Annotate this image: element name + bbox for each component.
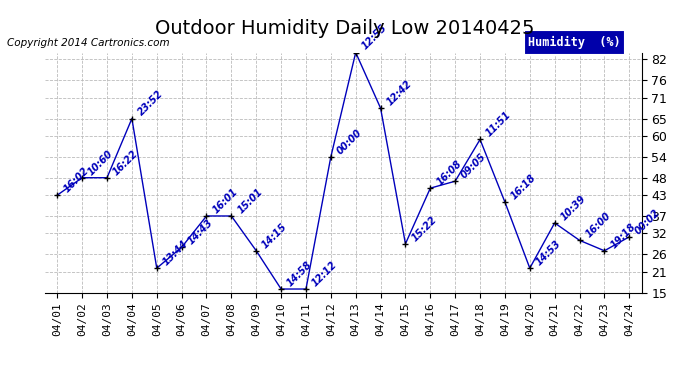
Text: 16:02: 16:02 [61,165,90,194]
Text: 16:08: 16:08 [435,159,464,188]
Text: Copyright 2014 Cartronics.com: Copyright 2014 Cartronics.com [7,38,170,48]
Text: 10:60: 10:60 [86,148,115,177]
Text: 09:05: 09:05 [460,152,489,180]
Text: 16:01: 16:01 [210,186,239,215]
Text: 19:18: 19:18 [609,221,638,250]
Text: Humidity  (%): Humidity (%) [528,36,621,49]
Text: 14:53: 14:53 [534,238,563,267]
Text: 12:42: 12:42 [385,78,413,107]
Text: 14:15: 14:15 [260,221,289,250]
Text: 15:01: 15:01 [235,186,264,215]
Text: 14:43: 14:43 [186,217,215,246]
Text: 00:00: 00:00 [335,127,364,156]
Text: 16:18: 16:18 [509,172,538,201]
Text: 23:52: 23:52 [136,89,165,118]
Text: 16:00: 16:00 [584,211,613,240]
Text: 00:02: 00:02 [633,207,662,236]
Text: 12:12: 12:12 [310,260,339,288]
Text: Outdoor Humidity Daily Low 20140425: Outdoor Humidity Daily Low 20140425 [155,19,535,38]
Text: 11:51: 11:51 [484,110,513,139]
Text: 12:55: 12:55 [360,23,388,52]
Text: 14:58: 14:58 [285,260,314,288]
Text: 13:44: 13:44 [161,238,190,267]
Text: 16:22: 16:22 [111,148,140,177]
Text: 15:22: 15:22 [410,214,439,243]
Text: 10:39: 10:39 [559,193,588,222]
